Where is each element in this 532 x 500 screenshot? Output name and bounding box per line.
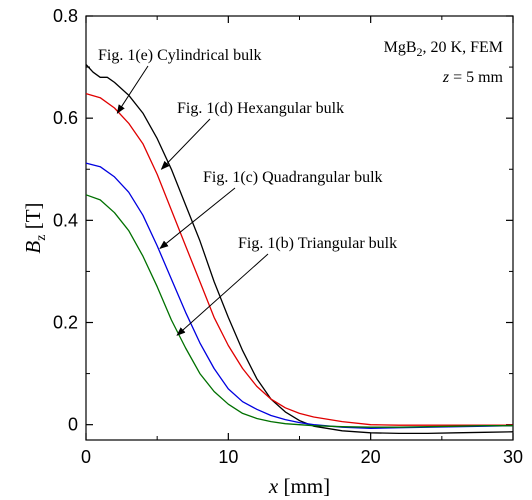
annotation-label-1: Fig. 1(e) Cylindrical bulk [98,47,262,64]
y-tick-label: 0.8 [53,6,78,26]
series-line-4 [85,194,513,428]
annotation-label-4: Fig. 1(b) Triangular bulk [238,235,397,252]
annotation-label-2: Fig. 1(d) Hexangular bulk [177,100,344,117]
annotations: Fig. 1(e) Cylindrical bulk Fig. 1(d) Hexa… [98,47,397,336]
info-line-height: z = 5 mm [442,69,504,86]
axis-tick-labels: 0 10 20 30 0 0.2 0.4 0.6 0.8 [53,6,523,467]
x-tick-label: 10 [218,447,238,467]
annotation-arrow-1 [116,65,149,114]
series-line-3 [85,162,514,429]
x-tick-label: 30 [503,447,523,467]
series-line-2 [85,92,513,426]
annotation-label-3: Fig. 1(c) Quadrangular bulk [203,169,383,186]
axis-ticks [85,15,514,440]
y-axis-title: Bz [T] [21,202,49,253]
annotation-arrow-3 [159,187,236,249]
info-line-material: MgB2, 20 K, FEM [384,39,503,59]
annotation-arrow-2 [160,118,211,170]
x-axis-title: x [mm] [268,474,330,498]
y-tick-label: 0.6 [53,108,78,128]
y-tick-label: 0 [68,415,78,435]
series-lines [85,64,514,435]
y-tick-label: 0.2 [53,313,78,333]
annotation-arrow-4 [176,253,269,336]
x-tick-label: 0 [81,447,91,467]
series-line-1 [85,64,514,435]
y-tick-label: 0.4 [53,210,78,230]
x-tick-label: 20 [361,447,381,467]
